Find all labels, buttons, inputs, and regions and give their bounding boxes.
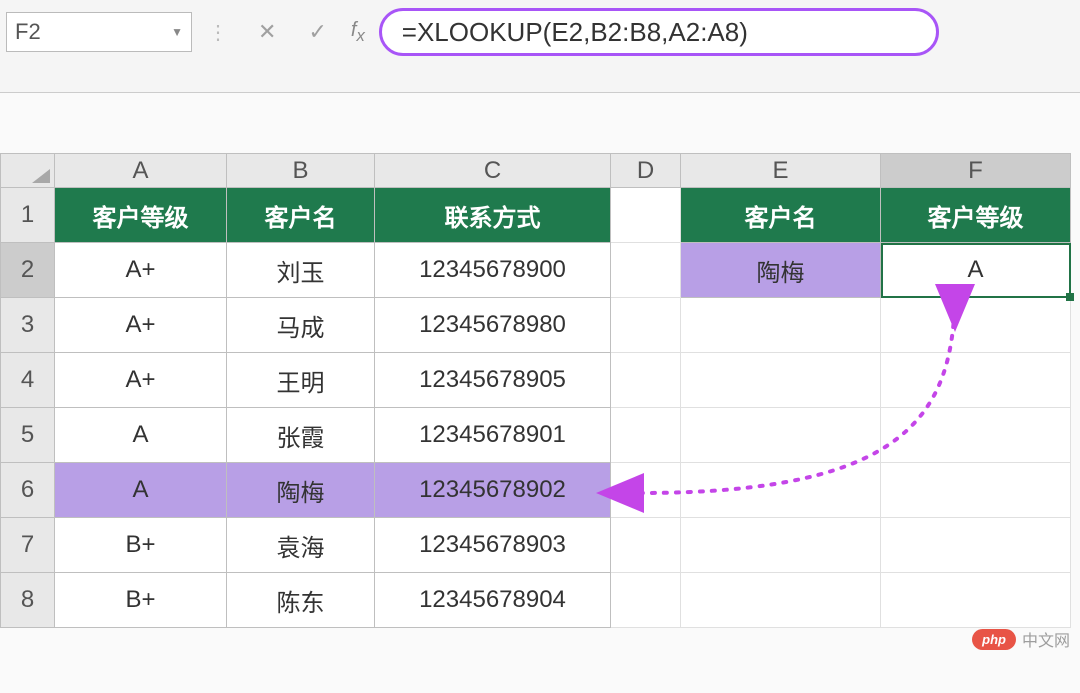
cell-B3[interactable]: 马成 (227, 298, 375, 353)
watermark-badge: php (972, 629, 1016, 650)
confirm-icon[interactable]: ✓ (294, 19, 340, 45)
row-header-3[interactable]: 3 (1, 298, 55, 353)
cell-C3[interactable]: 12345678980 (375, 298, 611, 353)
cell-D5[interactable] (611, 408, 681, 463)
cell-C6[interactable]: 12345678902 (375, 463, 611, 518)
cell-E3[interactable] (681, 298, 881, 353)
cell-A4[interactable]: A+ (55, 353, 227, 408)
grid-table: A B C D E F 1 客户等级 客户名 联系方式 客户名 客户等级 2 A… (0, 153, 1071, 628)
row-header-8[interactable]: 8 (1, 573, 55, 628)
col-header-B[interactable]: B (227, 154, 375, 188)
name-box-dropdown-icon[interactable]: ▼ (171, 25, 183, 39)
cell-A5[interactable]: A (55, 408, 227, 463)
cell-B5[interactable]: 张霞 (227, 408, 375, 463)
cell-D2[interactable] (611, 243, 681, 298)
cell-A1[interactable]: 客户等级 (55, 188, 227, 243)
cell-F5[interactable] (881, 408, 1071, 463)
cell-C7[interactable]: 12345678903 (375, 518, 611, 573)
cell-C1[interactable]: 联系方式 (375, 188, 611, 243)
cell-C5[interactable]: 12345678901 (375, 408, 611, 463)
cell-D7[interactable] (611, 518, 681, 573)
cell-D1[interactable] (611, 188, 681, 243)
cell-D6[interactable] (611, 463, 681, 518)
cell-A6[interactable]: A (55, 463, 227, 518)
separator: ⋮ (196, 20, 240, 45)
col-header-A[interactable]: A (55, 154, 227, 188)
cell-F2[interactable]: A (881, 243, 1071, 298)
cell-B4[interactable]: 王明 (227, 353, 375, 408)
spreadsheet: A B C D E F 1 客户等级 客户名 联系方式 客户名 客户等级 2 A… (0, 153, 1080, 628)
cell-E1[interactable]: 客户名 (681, 188, 881, 243)
cell-F4[interactable] (881, 353, 1071, 408)
formula-input[interactable]: =XLOOKUP(E2,B2:B8,A2:A8) (379, 8, 939, 56)
cell-F8[interactable] (881, 573, 1071, 628)
watermark-text: 中文网 (1022, 627, 1070, 651)
col-header-D[interactable]: D (611, 154, 681, 188)
cell-A7[interactable]: B+ (55, 518, 227, 573)
cancel-icon[interactable]: ✕ (244, 19, 290, 45)
cell-A2[interactable]: A+ (55, 243, 227, 298)
col-header-F[interactable]: F (881, 154, 1071, 188)
formula-text: =XLOOKUP(E2,B2:B8,A2:A8) (402, 17, 748, 48)
cell-F7[interactable] (881, 518, 1071, 573)
cell-E8[interactable] (681, 573, 881, 628)
cell-F1[interactable]: 客户等级 (881, 188, 1071, 243)
watermark: php 中文网 (972, 627, 1070, 651)
cell-B7[interactable]: 袁海 (227, 518, 375, 573)
cell-B2[interactable]: 刘玉 (227, 243, 375, 298)
cell-F3[interactable] (881, 298, 1071, 353)
cell-A3[interactable]: A+ (55, 298, 227, 353)
name-box[interactable]: F2 ▼ (6, 12, 192, 52)
row-header-4[interactable]: 4 (1, 353, 55, 408)
name-box-value: F2 (15, 19, 41, 45)
col-header-C[interactable]: C (375, 154, 611, 188)
col-header-E[interactable]: E (681, 154, 881, 188)
cell-E6[interactable] (681, 463, 881, 518)
cell-C4[interactable]: 12345678905 (375, 353, 611, 408)
cell-C8[interactable]: 12345678904 (375, 573, 611, 628)
cell-C2[interactable]: 12345678900 (375, 243, 611, 298)
row-header-1[interactable]: 1 (1, 188, 55, 243)
cell-A8[interactable]: B+ (55, 573, 227, 628)
cell-B1[interactable]: 客户名 (227, 188, 375, 243)
cell-E2[interactable]: 陶梅 (681, 243, 881, 298)
cell-D4[interactable] (611, 353, 681, 408)
row-header-5[interactable]: 5 (1, 408, 55, 463)
cell-E4[interactable] (681, 353, 881, 408)
cell-B8[interactable]: 陈东 (227, 573, 375, 628)
cell-D3[interactable] (611, 298, 681, 353)
cell-E5[interactable] (681, 408, 881, 463)
cell-F6[interactable] (881, 463, 1071, 518)
select-all-corner[interactable] (1, 154, 55, 188)
row-header-2[interactable]: 2 (1, 243, 55, 298)
row-header-6[interactable]: 6 (1, 463, 55, 518)
fx-icon[interactable]: fx (345, 19, 375, 46)
formula-bar: F2 ▼ ⋮ ✕ ✓ fx =XLOOKUP(E2,B2:B8,A2:A8) (0, 0, 1080, 93)
cell-B6[interactable]: 陶梅 (227, 463, 375, 518)
cell-D8[interactable] (611, 573, 681, 628)
cell-E7[interactable] (681, 518, 881, 573)
row-header-7[interactable]: 7 (1, 518, 55, 573)
